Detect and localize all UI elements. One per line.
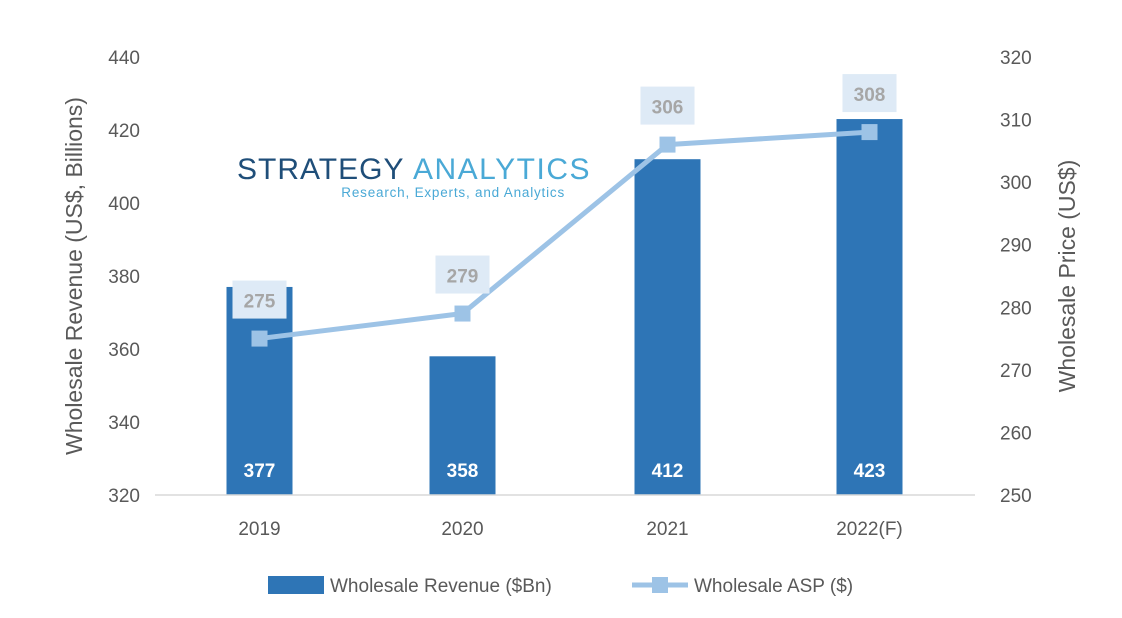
legend-line-marker	[652, 577, 668, 593]
asp-label-box	[435, 255, 490, 294]
x-tick-label: 2019	[238, 519, 280, 540]
logo: STRATEGY ANALYTICS Research, Experts, an…	[237, 153, 591, 200]
bar	[634, 159, 701, 495]
y2-tick-label: 280	[1000, 298, 1032, 319]
legend-line-label: Wholesale ASP ($)	[694, 576, 853, 597]
legend-bar-swatch	[268, 576, 324, 594]
bar-data-label: 423	[854, 461, 886, 482]
bar	[226, 286, 293, 495]
bar	[429, 356, 496, 495]
y-axis-label: Wholesale Revenue (US$, Billions)	[61, 97, 87, 455]
y2-axis-label: Wholesale Price (US$)	[1054, 160, 1080, 393]
asp-marker	[659, 136, 676, 153]
asp-data-label: 308	[854, 85, 886, 106]
asp-label-box	[640, 86, 695, 125]
x-tick-label: 2021	[646, 519, 688, 540]
logo-dark: STRATEGY	[237, 153, 404, 186]
y2-tick-label: 290	[1000, 236, 1032, 257]
legend: Wholesale Revenue ($Bn) Wholesale ASP ($…	[268, 576, 853, 597]
y2-tick-label: 260	[1000, 423, 1032, 444]
y2-tick-label: 310	[1000, 111, 1032, 132]
asp-marker	[861, 124, 878, 141]
bar-data-label: 358	[447, 461, 479, 482]
y-tick-label: 380	[108, 267, 140, 288]
bar-data-label: 412	[652, 461, 684, 482]
x-tick-label: 2020	[441, 519, 483, 540]
asp-line	[259, 129, 870, 342]
x-tick-label: 2022(F)	[836, 519, 903, 540]
logo-light: ANALYTICS	[413, 153, 591, 186]
legend-bar-label: Wholesale Revenue ($Bn)	[330, 576, 552, 597]
y-tick-label: 400	[108, 194, 140, 215]
asp-marker	[454, 305, 471, 322]
y2-tick-label: 320	[1000, 48, 1032, 69]
y2-tick-label: 300	[1000, 173, 1032, 194]
y-tick-label: 340	[108, 413, 140, 434]
bar-data-label: 377	[244, 461, 276, 482]
asp-label-box	[232, 280, 287, 319]
logo-tagline: Research, Experts, and Analytics	[341, 185, 565, 200]
y2-tick-label: 250	[1000, 486, 1032, 507]
asp-label-box	[842, 74, 897, 113]
asp-marker	[251, 330, 268, 347]
asp-data-label: 306	[652, 98, 684, 119]
y-tick-label: 320	[108, 486, 140, 507]
y-tick-label: 360	[108, 340, 140, 361]
y-tick-label: 440	[108, 48, 140, 69]
bar	[836, 119, 903, 496]
asp-data-label: 275	[244, 292, 276, 313]
y-tick-label: 420	[108, 121, 140, 142]
asp-data-label: 279	[447, 267, 479, 288]
y2-tick-label: 270	[1000, 361, 1032, 382]
